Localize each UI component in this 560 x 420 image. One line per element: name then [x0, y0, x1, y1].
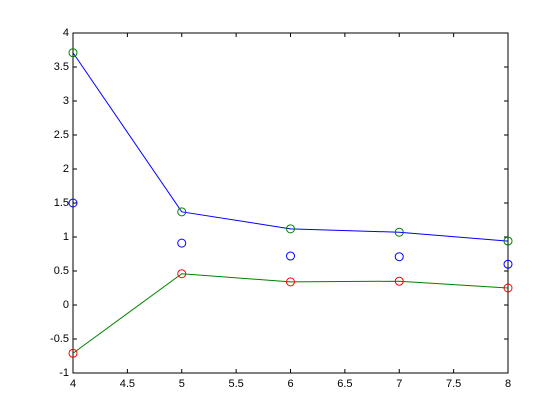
marker [177, 207, 187, 217]
marker [394, 276, 404, 286]
y-tick-label: 0 [63, 299, 69, 311]
marker [286, 224, 295, 234]
marker [177, 269, 187, 279]
axes-box [72, 32, 509, 374]
marker [286, 277, 295, 287]
series-line [72, 52, 509, 242]
marker [68, 348, 78, 358]
y-tick-label: -1 [59, 367, 69, 379]
x-tick-label: 7.5 [446, 378, 461, 390]
marker [177, 238, 187, 248]
marker [68, 48, 78, 58]
x-tick-label: 6.5 [337, 378, 352, 390]
x-tick-label: 5 [179, 378, 185, 390]
marker [394, 252, 404, 262]
marker [394, 227, 404, 237]
x-tick-label: 7 [396, 378, 402, 390]
x-tick-label: 5.5 [228, 378, 243, 390]
series-line [72, 273, 509, 354]
x-tick-label: 4 [70, 378, 76, 390]
y-tick-label: 2 [63, 163, 69, 175]
y-tick-label: 4 [63, 27, 69, 39]
y-tick-label: 1 [63, 231, 69, 243]
x-tick-label: 4.5 [120, 378, 135, 390]
marker [503, 283, 513, 293]
y-tick-label: 0.5 [54, 265, 69, 277]
marker [503, 259, 513, 269]
y-tick-label: 1.5 [54, 197, 69, 209]
marker [503, 236, 513, 246]
y-tick-label: 3.5 [54, 61, 69, 73]
y-tick-label: 2.5 [54, 129, 69, 141]
x-tick-label: 6 [287, 378, 293, 390]
marker [68, 198, 78, 208]
marker [286, 251, 295, 261]
y-tick-label: -0.5 [50, 333, 69, 345]
x-tick-label: 8 [505, 378, 511, 390]
y-tick-label: 3 [63, 95, 69, 107]
